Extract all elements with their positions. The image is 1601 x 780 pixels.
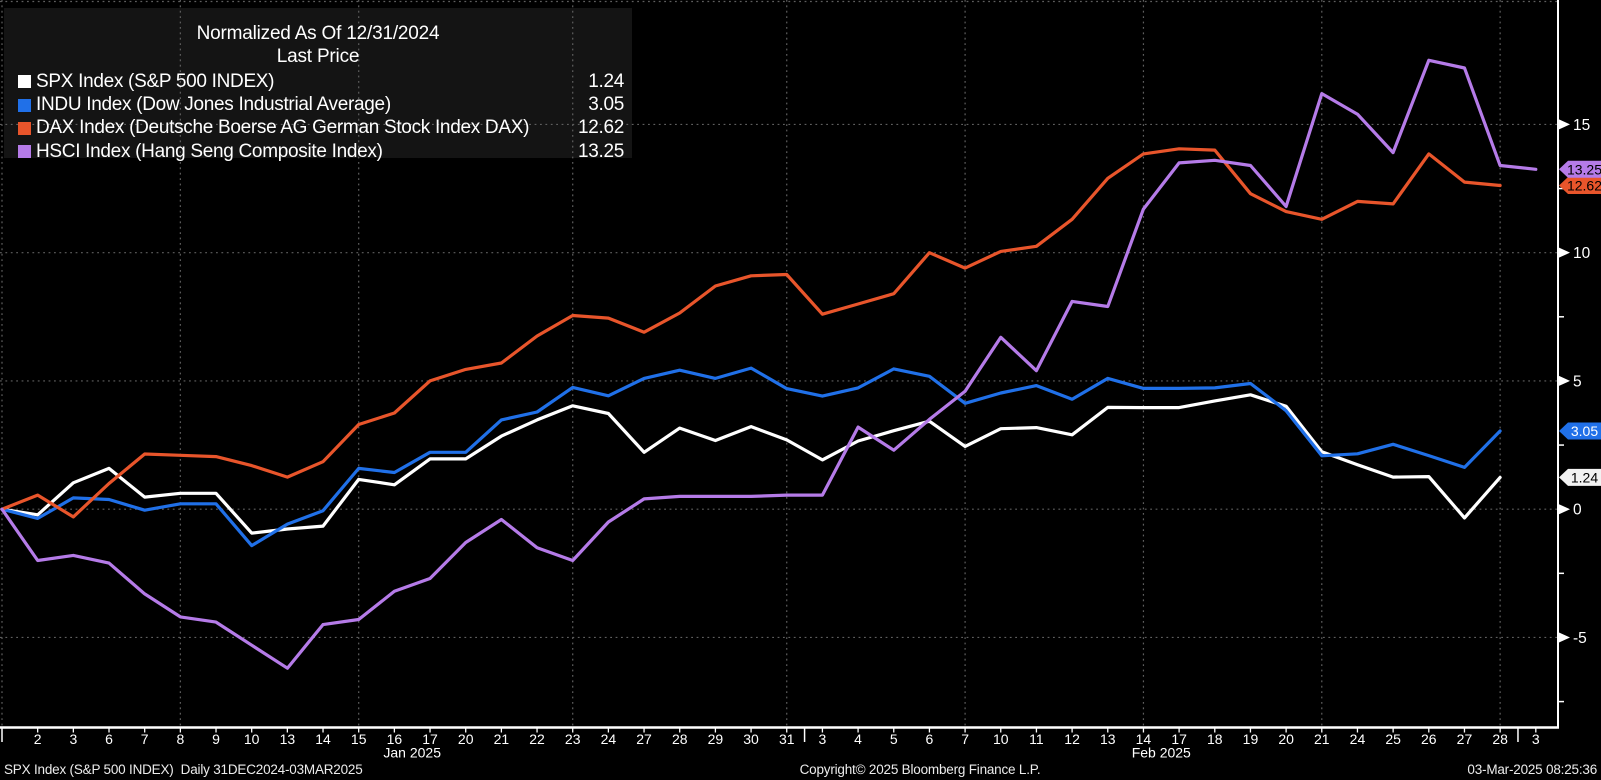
legend-swatch-icon [18, 98, 31, 112]
series-line-spx [0, 393, 1502, 535]
x-tick-label: 20 [1278, 731, 1294, 747]
price-badge [1559, 160, 1601, 178]
x-tick-label: 5 [890, 731, 898, 747]
legend-swatch-icon [18, 121, 31, 135]
x-tick-label: 24 [601, 731, 617, 747]
x-tick-label: 27 [1457, 731, 1473, 747]
price-badge [1559, 422, 1601, 440]
footer-security-info: SPX Index (S&P 500 INDEX) Daily 31DEC202… [4, 762, 363, 777]
x-tick-label: 10 [993, 731, 1009, 747]
y-tick-arrow-icon [1559, 119, 1570, 130]
x-tick-label: 14 [315, 731, 331, 747]
price-badge [1559, 468, 1601, 486]
legend-item: INDU Index (Dow Jones Industrial Average… [4, 93, 632, 116]
legend-swatch-icon [18, 145, 31, 159]
legend-label: HSCI Index (Hang Seng Composite Index) [36, 140, 383, 162]
x-tick-label: 31 [779, 731, 795, 747]
legend-last-price: 1.24 [588, 70, 624, 92]
y-tick-label: 15 [1573, 117, 1590, 134]
x-tick-label: 17 [1171, 731, 1187, 747]
legend-last-price: 3.05 [588, 94, 624, 116]
y-tick-label: -5 [1573, 630, 1587, 647]
x-tick-label: 30 [743, 731, 759, 747]
price-badge-value: 1.24 [1571, 469, 1598, 485]
legend-item: SPX Index (S&P 500 INDEX) 1.24 [4, 70, 632, 93]
y-tick-arrow-icon [1559, 375, 1570, 386]
x-tick-label: 9 [212, 731, 220, 747]
x-tick-label: 24 [1350, 731, 1366, 747]
x-tick-label: 14 [1136, 731, 1152, 747]
footer-timestamp: 03-Mar-2025 08:25:36 [1467, 762, 1597, 777]
x-tick-label: 7 [141, 731, 149, 747]
footer-copyright: Copyright© 2025 Bloomberg Finance L.P. [799, 762, 1041, 777]
series-line-hsci [0, 58, 1538, 670]
x-tick-label: 13 [1100, 731, 1116, 747]
x-tick-label: 3 [1532, 731, 1540, 747]
x-tick-label: 12 [1064, 731, 1080, 747]
x-tick-label: 21 [494, 731, 510, 747]
legend-label: DAX Index (Deutsche Boerse AG German Sto… [36, 117, 530, 139]
chart-subtitle: Last Price [276, 46, 360, 67]
y-tick-arrow-icon [1559, 247, 1570, 258]
legend-backdrop [4, 8, 632, 158]
price-badge-value: 13.25 [1567, 161, 1601, 177]
legend-item: DAX Index (Deutsche Boerse AG German Sto… [4, 117, 632, 140]
legend-item: HSCI Index (Hang Seng Composite Index) 13… [4, 140, 632, 163]
price-badge [1559, 176, 1601, 194]
legend-last-price: 13.25 [577, 140, 624, 162]
x-tick-label: 27 [636, 731, 652, 747]
x-tick-label: 13 [280, 731, 296, 747]
chart-title: Normalized As Of 12/31/2024 [196, 23, 440, 44]
x-tick-label: 19 [1243, 731, 1259, 747]
x-tick-label: 28 [1492, 731, 1508, 747]
x-tick-label: 3 [69, 731, 77, 747]
x-tick-label: 8 [176, 731, 184, 747]
x-tick-label: 28 [672, 731, 688, 747]
x-tick-label: 16 [387, 731, 403, 747]
x-tick-label: 7 [961, 731, 969, 747]
legend-last-price: 12.62 [577, 117, 624, 139]
series-line-indu [0, 366, 1502, 548]
x-tick-label: 2 [34, 731, 42, 747]
x-tick-label: 17 [422, 731, 438, 747]
x-tick-label: 15 [351, 731, 367, 747]
x-tick-label: 10 [244, 731, 260, 747]
x-tick-label: 6 [105, 731, 113, 747]
price-badge-value: 3.05 [1571, 423, 1598, 439]
x-month-label: Feb 2025 [1132, 745, 1191, 761]
status-bar: SPX Index (S&P 500 INDEX) Daily 31DEC202… [0, 759, 1601, 780]
x-tick-label: 11 [1029, 731, 1044, 747]
y-tick-arrow-icon [1559, 632, 1570, 643]
y-tick-arrow-icon [1559, 504, 1570, 515]
y-tick-label: 5 [1573, 373, 1582, 390]
price-badge-value: 12.62 [1567, 177, 1601, 193]
legend-label: INDU Index (Dow Jones Industrial Average… [36, 94, 391, 116]
x-month-label: Jan 2025 [383, 745, 441, 761]
y-tick-label: 10 [1573, 245, 1591, 262]
x-tick-label: 23 [565, 731, 581, 747]
x-tick-label: 3 [819, 731, 827, 747]
x-tick-label: 18 [1207, 731, 1223, 747]
legend-box: Normalized As Of 12/31/2024 Last Price S… [4, 8, 632, 170]
y-tick-label: 0 [1573, 502, 1582, 519]
x-tick-label: 26 [1421, 731, 1437, 747]
x-tick-label: 22 [529, 731, 545, 747]
x-tick-label: 20 [458, 731, 474, 747]
x-tick-label: 4 [854, 731, 862, 747]
legend-items: SPX Index (S&P 500 INDEX) 1.24 INDU Index … [4, 70, 632, 164]
legend-label: SPX Index (S&P 500 INDEX) [36, 70, 275, 92]
x-tick-label: 21 [1314, 731, 1330, 747]
legend-swatch-icon [18, 75, 31, 89]
series-line-dax [0, 147, 1502, 519]
x-tick-label: 25 [1385, 731, 1401, 747]
x-tick-label: 6 [926, 731, 934, 747]
x-tick-label: 29 [708, 731, 724, 747]
